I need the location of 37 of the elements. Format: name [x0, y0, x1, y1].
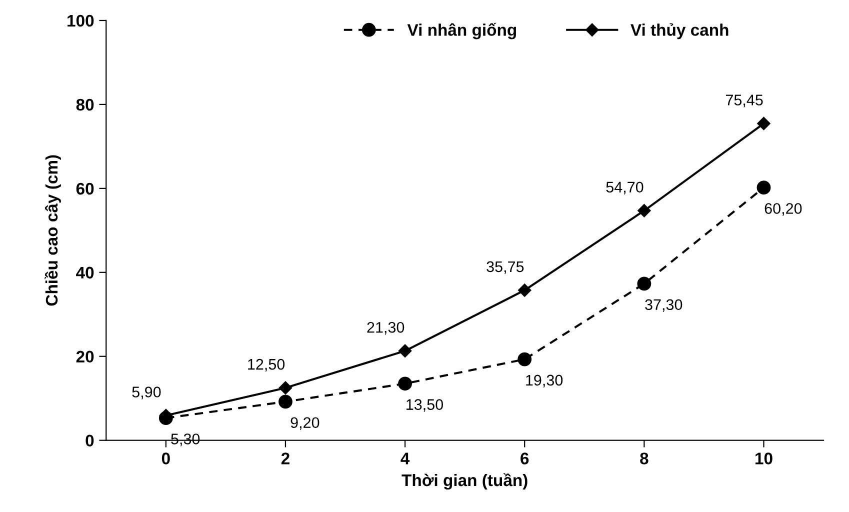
data-label: 21,30 [367, 322, 404, 335]
data-label: 12,50 [248, 358, 285, 372]
data-label: 19,30 [526, 374, 563, 388]
x-tick-label: 6 [520, 452, 529, 464]
data-label: 37,30 [645, 299, 682, 312]
legend-label: Vi nhân giống [407, 22, 516, 40]
x-tick-label: 8 [640, 452, 648, 464]
point [278, 394, 292, 409]
point [756, 180, 771, 195]
data-label: 60,20 [764, 203, 802, 216]
y-tick-label: 80 [76, 98, 94, 111]
data-label: 5,90 [132, 386, 161, 400]
legend-label: Vi thủy canh [630, 23, 728, 40]
point [638, 204, 651, 218]
point [757, 116, 770, 130]
point [398, 376, 412, 391]
y-tick-label: 40 [76, 266, 94, 279]
data-label: 13,50 [406, 399, 444, 412]
y-tick-label: 0 [86, 434, 94, 447]
point [518, 352, 532, 366]
data-label: 35,75 [486, 261, 524, 274]
data-label: 54,70 [606, 182, 644, 194]
data-label: 9,20 [290, 417, 320, 430]
data-label: 75,45 [726, 94, 763, 108]
point [278, 381, 292, 394]
point [637, 276, 652, 291]
x-tick-label: 2 [281, 452, 290, 464]
y-tick-label: 20 [76, 350, 94, 363]
y-tick-label: 60 [76, 182, 94, 195]
x-tick-label: 0 [162, 452, 170, 464]
point [398, 344, 412, 358]
x-tick-label: 10 [756, 452, 772, 464]
x-tick-label: 4 [400, 452, 410, 464]
y-axis-title: Chiều cao cây (cm) [44, 155, 61, 306]
y-tick-label: 100 [68, 14, 94, 27]
point [518, 284, 532, 297]
x-axis-title: Thời gian (tuần) [402, 473, 528, 490]
